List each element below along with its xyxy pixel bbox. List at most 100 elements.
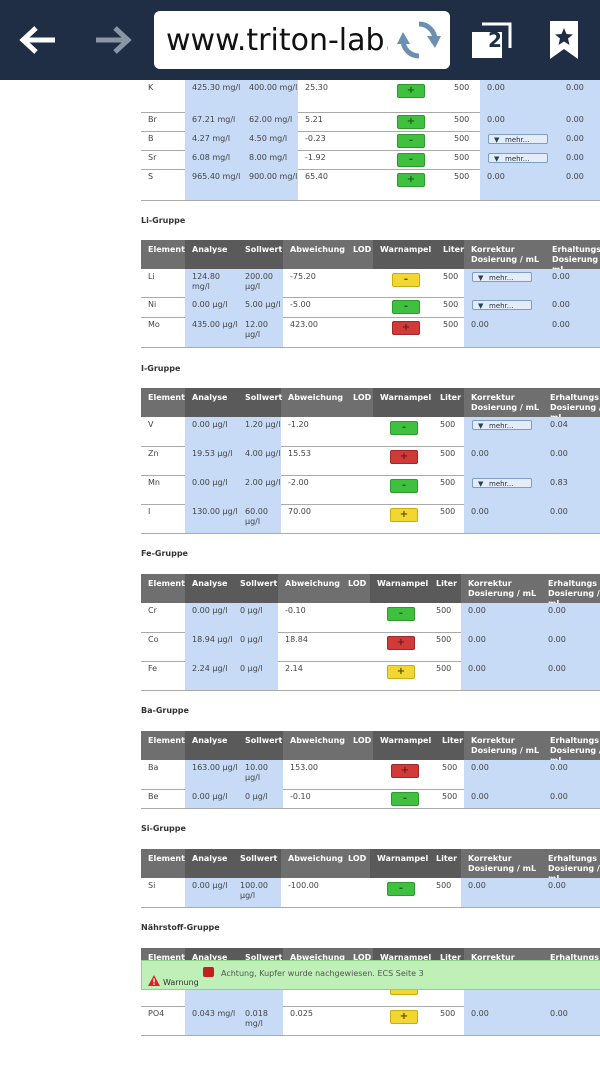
header-lod: LOD bbox=[353, 393, 372, 402]
cell-korrektur: ▼ mehr... bbox=[480, 131, 559, 150]
table-row: Co 18.94 µg/l 0 µg/l 18.84 +500 0.00 0.00 bbox=[141, 632, 600, 662]
cell-liter: 500 bbox=[436, 635, 452, 644]
cell-erhaltung: 0.00 bbox=[541, 878, 600, 907]
cell-korrektur: 0.00 bbox=[461, 661, 541, 690]
page-content: K 425.30 mg/l 400.00 mg/l 25.30 +500 0.00 0.00… bbox=[0, 80, 600, 1067]
cell-sollwert: 100.00 µg/l bbox=[233, 878, 281, 907]
table-row: S 965.40 mg/l 900.00 mg/l 65.40 +500 0.00 0.00 bbox=[141, 169, 600, 201]
green-warning-lamp: - bbox=[391, 792, 419, 806]
table-row: PO4 0.043 mg/l 0.018 mg/l 0.025 +500 0.00 0.00 bbox=[141, 1006, 600, 1036]
bookmark-button[interactable] bbox=[527, 0, 600, 80]
cell-erhaltung: 0.00 bbox=[559, 112, 600, 131]
tabs-button[interactable]: 2 bbox=[456, 0, 526, 80]
table-row: Be 0.00 µg/l 0 µg/l -0.10 - 500 0.00 0.00 bbox=[141, 789, 600, 809]
cell-sollwert: 4.50 mg/l bbox=[242, 131, 298, 150]
cell-sollwert: 60.00 µg/l bbox=[238, 504, 281, 533]
table-header: Element Analyse Sollwert Abweichung LOD Warna… bbox=[141, 574, 600, 608]
cell-analyse: 2.24 µg/l bbox=[185, 661, 233, 690]
forward-button[interactable] bbox=[76, 0, 150, 80]
red-warning-lamp: + bbox=[392, 321, 420, 335]
cell-liter: 500 bbox=[436, 606, 452, 615]
cell-abweichung: 423.00 bbox=[290, 320, 318, 329]
warning-message: Achtung, Kupfer wurde nachgewiesen. ECS … bbox=[221, 969, 424, 978]
cell-analyse: 0.00 µg/l bbox=[185, 789, 238, 808]
cell-analyse: 435.00 µg/l bbox=[185, 317, 238, 347]
cell-element: Co bbox=[148, 635, 159, 644]
yellow-warning-lamp: + bbox=[390, 508, 418, 522]
cell-liter: 500 bbox=[440, 420, 456, 429]
cell-warnampel: - bbox=[373, 789, 435, 808]
yellow-warning-lamp: - bbox=[392, 273, 420, 287]
back-button[interactable] bbox=[0, 0, 75, 80]
mehr-button[interactable]: ▼ mehr... bbox=[488, 153, 548, 163]
mehr-button[interactable]: ▼ mehr... bbox=[472, 300, 532, 310]
mehr-button[interactable]: ▼ mehr... bbox=[472, 478, 532, 488]
header-el: Element bbox=[148, 245, 185, 254]
cell-element: S bbox=[148, 172, 154, 181]
cell-lod bbox=[346, 504, 373, 533]
cell-element: Ni bbox=[148, 300, 157, 309]
green-warning-lamp: - bbox=[397, 134, 425, 148]
mehr-button[interactable]: ▼ mehr... bbox=[472, 420, 532, 430]
arrow-down-icon: ▼ bbox=[478, 422, 484, 430]
header-liter: Liter bbox=[433, 388, 464, 417]
cell-liter: 500 bbox=[454, 153, 470, 162]
header-warn: Warnampel bbox=[370, 849, 429, 878]
cell-analyse: 965.40 mg/l bbox=[185, 169, 242, 200]
bookmark-icon bbox=[549, 21, 578, 59]
cell-warnampel: - bbox=[373, 475, 433, 504]
cell-erhaltung: 0.00 bbox=[545, 317, 600, 347]
cell-element: Br bbox=[148, 115, 157, 124]
forward-arrow-icon bbox=[96, 26, 132, 54]
reload-button[interactable] bbox=[388, 11, 450, 69]
green-warning-lamp: + bbox=[397, 115, 425, 129]
header-abw: Abweichung bbox=[288, 854, 344, 863]
mehr-button[interactable]: ▼ mehr... bbox=[472, 272, 532, 282]
cell-erhaltung: 0.00 bbox=[559, 150, 600, 169]
green-warning-lamp: + bbox=[397, 173, 425, 187]
red-warning-lamp: + bbox=[387, 636, 415, 650]
cell-warnampel: + bbox=[373, 317, 436, 347]
cell-korrektur: 0.00 bbox=[464, 760, 543, 789]
table-row: Mo 435.00 µg/l 12.00 µg/l 423.00 +500 0.00 0.0… bbox=[141, 317, 600, 348]
cell-warnampel: - bbox=[373, 150, 447, 169]
browser-toolbar: www.triton-lab.d 2 bbox=[0, 0, 600, 80]
cell-analyse: 0.00 µg/l bbox=[185, 417, 238, 446]
table-row: K 425.30 mg/l 400.00 mg/l 25.30 +500 0.00 0.00 bbox=[141, 80, 600, 113]
header-el: Element bbox=[148, 953, 185, 962]
cell-erhaltung: 0.00 bbox=[559, 80, 600, 112]
cell-lod bbox=[341, 632, 370, 661]
red-warning-lamp: + bbox=[390, 450, 418, 464]
cell-warnampel: + bbox=[370, 661, 429, 690]
header-soll: Sollwert bbox=[238, 388, 282, 417]
cell-analyse: 0.00 µg/l bbox=[185, 603, 233, 632]
header-lod: LOD bbox=[353, 736, 372, 745]
table-row: Si 0.00 µg/l 100.00 µg/l -100.00 - 500 0.00 0.0… bbox=[141, 878, 600, 908]
cell-abweichung: 0.025 bbox=[290, 1009, 313, 1018]
mehr-button[interactable]: ▼ mehr... bbox=[488, 134, 548, 144]
cell-element: Cr bbox=[148, 606, 157, 615]
cell-korrektur: 0.00 bbox=[480, 169, 559, 200]
header-erh: Erhaltungs Dosierung / mL bbox=[550, 736, 600, 765]
address-bar[interactable]: www.triton-lab.d bbox=[154, 11, 450, 69]
cell-abweichung: 15.53 bbox=[288, 449, 311, 458]
table-row: Li 124.80 mg/l 200.00 µg/l -75.20 - 500 ▼ mehr.… bbox=[141, 269, 600, 298]
header-lod: LOD bbox=[353, 245, 372, 254]
arrow-down-icon: ▼ bbox=[494, 136, 500, 144]
cell-korrektur: ▼ mehr... bbox=[464, 269, 545, 297]
url-text: www.triton-lab.d bbox=[166, 23, 414, 58]
cell-lod bbox=[346, 131, 373, 150]
table-row: Fe 2.24 µg/l 0 µg/l 2.14 +500 0.00 0.00 bbox=[141, 661, 600, 691]
cell-analyse: 124.80 mg/l bbox=[185, 269, 238, 297]
cell-element: Li bbox=[148, 272, 155, 281]
header-liter: Liter bbox=[436, 240, 464, 269]
header-el: Element bbox=[148, 736, 185, 745]
cell-korrektur: 0.00 bbox=[461, 878, 541, 907]
cell-analyse: 67.21 mg/l bbox=[185, 112, 242, 131]
group-title: I-Gruppe bbox=[141, 364, 181, 373]
arrow-down-icon: ▼ bbox=[478, 302, 484, 310]
green-warning-lamp: - bbox=[387, 607, 415, 621]
reload-icon bbox=[397, 21, 441, 59]
mehr-label: mehr... bbox=[505, 155, 530, 163]
cell-liter: 500 bbox=[436, 664, 452, 673]
